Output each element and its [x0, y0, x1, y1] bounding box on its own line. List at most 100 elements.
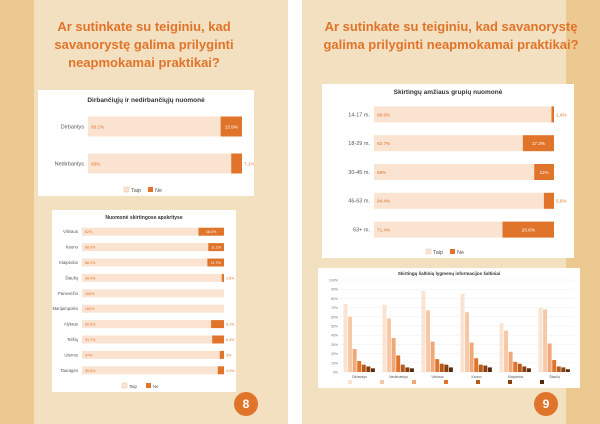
- legend-swatch-yes: [123, 186, 130, 193]
- bar: [513, 361, 518, 372]
- bar-yes: [374, 192, 544, 209]
- data-label: 13.9%: [225, 124, 238, 129]
- data-label: 1.4%: [556, 112, 567, 117]
- bar-yes: [82, 227, 199, 236]
- bar-yes: [82, 320, 212, 329]
- bar: [426, 310, 431, 372]
- category-label: Dirbantys: [61, 124, 84, 130]
- data-label: 91.7%: [85, 338, 96, 342]
- bar-yes: [88, 153, 232, 174]
- chart-card-sources: Skirtingų šaltinių lygmenų informacijos …: [318, 268, 580, 388]
- category-label: Vilniaus: [63, 229, 78, 234]
- legend-label: Ne: [457, 250, 464, 256]
- data-label: 9.1%: [226, 323, 235, 327]
- y-tick-label: 70%: [331, 306, 338, 310]
- data-label: 8.3%: [226, 338, 235, 342]
- data-label: 88.3%: [85, 261, 96, 265]
- legend-swatch: [444, 380, 448, 384]
- page-9: Ar sutinkate su teiginiu, kad savanoryst…: [302, 0, 600, 424]
- data-label: 17.3%: [532, 141, 545, 146]
- y-tick-label: 0%: [333, 371, 338, 375]
- bar: [439, 363, 444, 372]
- bar: [444, 364, 449, 372]
- category-label: Telšių: [67, 337, 79, 342]
- y-tick-label: 100%: [329, 279, 338, 283]
- bar-yes: [374, 221, 503, 238]
- bar: [478, 364, 483, 372]
- legend-swatch: [348, 380, 352, 384]
- bar-no: [221, 273, 224, 282]
- bar: [543, 309, 548, 372]
- category-label: 30-45 m.: [348, 170, 370, 176]
- data-label: 88.9%: [85, 246, 96, 250]
- bar-yes: [82, 335, 213, 344]
- data-label: 71.4%: [377, 228, 390, 233]
- bar: [565, 369, 570, 372]
- bar: [465, 312, 470, 372]
- chart-card-counties: Nuomonė skirtingose apskrityse Vilniaus 82…: [52, 210, 236, 392]
- legend-label: Taip: [433, 250, 443, 256]
- chart-card-employment: Dirbančiųjų ir nedirbančiųjų nuomonė Dirb…: [38, 90, 255, 196]
- bar-no: [534, 164, 554, 180]
- bar-no: [217, 366, 224, 375]
- bar-yes: [374, 106, 552, 123]
- data-label: 90.9%: [85, 323, 96, 327]
- bar: [435, 359, 440, 372]
- x-tick-label: Nedirbantys: [389, 375, 408, 379]
- bar: [405, 367, 410, 372]
- category-label: Klaipėdos: [59, 260, 78, 265]
- chart-employment: Dirbančiųjų ir nedirbančiųjų nuomonė Dirb…: [55, 97, 255, 194]
- bar-no: [502, 221, 554, 238]
- category-label: Alytaus: [64, 322, 78, 327]
- legend-label: Taip: [129, 384, 137, 389]
- bar: [474, 358, 479, 372]
- data-label: 98.4%: [85, 276, 96, 280]
- page-number: 8: [234, 392, 258, 416]
- bar-no: [208, 243, 224, 252]
- bar: [396, 355, 401, 372]
- bar: [460, 293, 465, 372]
- data-label: 11.7%: [211, 261, 222, 265]
- bar-yes: [82, 273, 222, 282]
- data-label: 100%: [85, 292, 95, 296]
- category-label: Marijampolės: [52, 306, 78, 311]
- chart-title: Nuomonė skirtingose apskrityse: [105, 215, 182, 221]
- data-label: 1.6%: [226, 276, 235, 280]
- bar-no: [543, 192, 554, 209]
- bar-yes: [374, 135, 523, 152]
- bar: [538, 307, 543, 372]
- legend-swatch: [508, 380, 512, 384]
- legend-swatch-no: [146, 383, 151, 388]
- category-label: 63+ m.: [353, 228, 370, 234]
- data-label: 18.0%: [206, 230, 217, 234]
- bar: [469, 342, 474, 372]
- chart-counties: Nuomonė skirtingose apskrityse Vilniaus 82…: [52, 215, 235, 389]
- x-tick-label: Dirbantys: [352, 375, 367, 379]
- bar-yes: [82, 350, 220, 359]
- legend-swatch: [380, 380, 384, 384]
- data-label: 100%: [85, 307, 95, 311]
- bar: [430, 341, 435, 372]
- data-label: 11.1%: [211, 246, 222, 250]
- legend-swatch-yes: [121, 382, 128, 389]
- bar: [391, 337, 396, 372]
- bar: [552, 360, 557, 372]
- x-tick-label: Kauno: [471, 375, 481, 379]
- bar-yes: [82, 258, 208, 267]
- data-label: 5.6%: [556, 199, 567, 204]
- y-tick-label: 30%: [331, 343, 338, 347]
- chart-age-groups: Skirtingų amžiaus grupių nuomonė 14-17 m.…: [348, 89, 567, 256]
- bar: [448, 367, 453, 372]
- page-number: 9: [534, 392, 558, 416]
- bar-no: [207, 258, 224, 267]
- bar: [504, 330, 509, 372]
- page-title: Ar sutinkate su teiginiu, kad savanoryst…: [323, 19, 579, 52]
- y-tick-label: 20%: [331, 352, 338, 356]
- y-tick-label: 80%: [331, 297, 338, 301]
- bar: [561, 367, 566, 372]
- chart-information-sources: Skirtingų šaltinių lygmenų informacijos …: [329, 271, 574, 384]
- legend-swatch: [540, 380, 544, 384]
- category-label: Šiaulių: [65, 275, 79, 280]
- bar: [499, 323, 504, 372]
- bar-no: [219, 350, 224, 359]
